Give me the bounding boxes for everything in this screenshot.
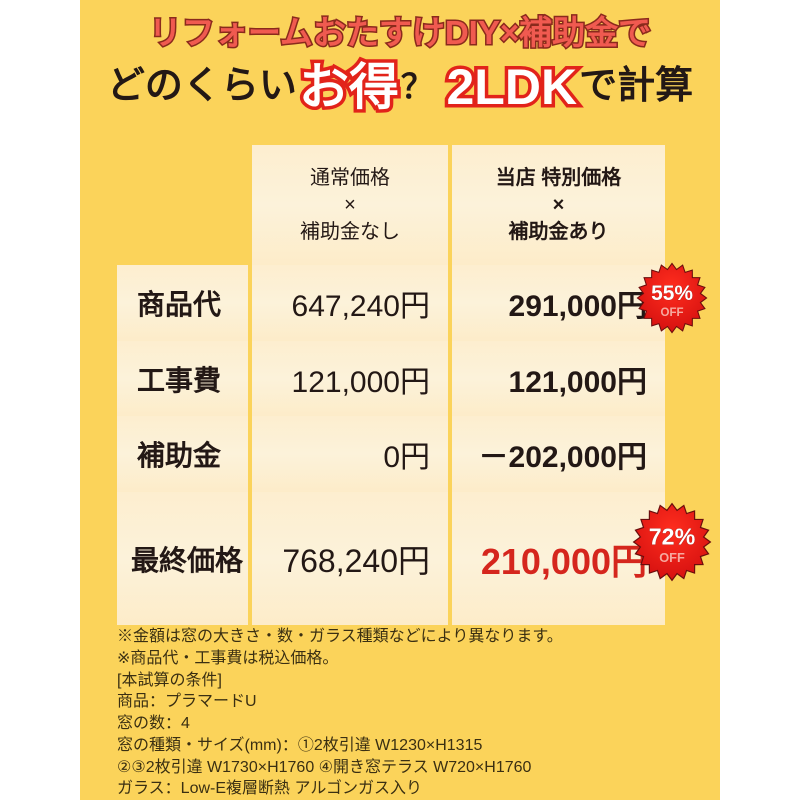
svg-text:55%: 55% — [651, 282, 693, 305]
svg-text:OFF: OFF — [659, 550, 685, 565]
svg-text:72%: 72% — [649, 523, 695, 549]
svg-text:OFF: OFF — [660, 307, 683, 319]
